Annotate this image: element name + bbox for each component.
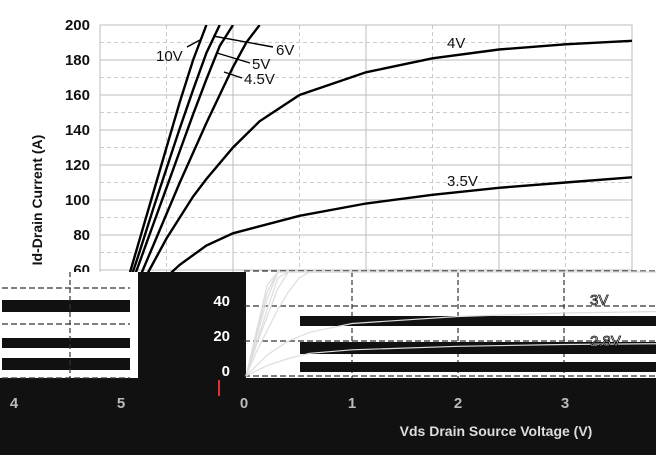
glitch-series-line	[245, 343, 656, 377]
y-tick-label: 160	[65, 87, 90, 104]
glitch-series-line	[245, 271, 656, 377]
leader-line	[216, 52, 251, 64]
y-tick-label-lower: 40	[213, 293, 230, 310]
curve-label-10V: 10V	[156, 48, 183, 65]
curve-label-3-5V: 3.5V	[447, 173, 478, 190]
lower-ticks: 0 20 40 4 5 0 1 2 3	[10, 293, 569, 412]
x-tick-label: 2	[454, 395, 462, 412]
curve-label-2-8V: 2.8V	[590, 333, 621, 350]
glitch-series-line	[245, 310, 656, 377]
y-tick-label: 140	[65, 122, 90, 139]
x-tick-label: 3	[561, 395, 569, 412]
leader-line	[186, 39, 201, 48]
x-tick-label: 5	[117, 395, 125, 412]
curve-label-3V: 3V	[590, 292, 608, 309]
x-tick-label: 1	[348, 395, 356, 412]
glitch-bar	[300, 362, 656, 372]
leader-line	[223, 71, 243, 79]
y-tick-label: 80	[73, 227, 90, 244]
glitch-bar	[2, 338, 130, 348]
curve-label-6V: 6V	[276, 42, 294, 59]
y-tick-label: 180	[65, 52, 90, 69]
y-tick-label: 200	[65, 17, 90, 34]
glitch-bottom-band	[0, 378, 656, 455]
glitch-bar	[300, 316, 656, 326]
glitch-bar	[2, 300, 130, 312]
y-tick-label: 100	[65, 192, 90, 209]
glitch-block-left	[138, 272, 246, 378]
y-tick-label-lower: 0	[222, 363, 230, 380]
y-tick-label-lower: 20	[213, 328, 230, 345]
y-tick-label: 120	[65, 157, 90, 174]
curve-label-4V: 4V	[447, 35, 465, 52]
glitch-bar	[2, 358, 130, 370]
x-axis-title: Vds Drain Source Voltage (V)	[400, 423, 593, 439]
y-axis-title: Id-Drain Current (A)	[29, 135, 45, 266]
curve-label-5V: 5V	[252, 56, 270, 73]
rendering-glitch-overlay: 3V 2.8V	[0, 270, 656, 455]
x-tick-label: 0	[240, 395, 248, 412]
x-tick-label: 4	[10, 395, 19, 412]
curve-label-4-5V: 4.5V	[244, 71, 275, 88]
main-labels: 10V 6V 5V4.5V 4V 3.5V	[156, 35, 478, 190]
leader-line	[212, 35, 274, 48]
